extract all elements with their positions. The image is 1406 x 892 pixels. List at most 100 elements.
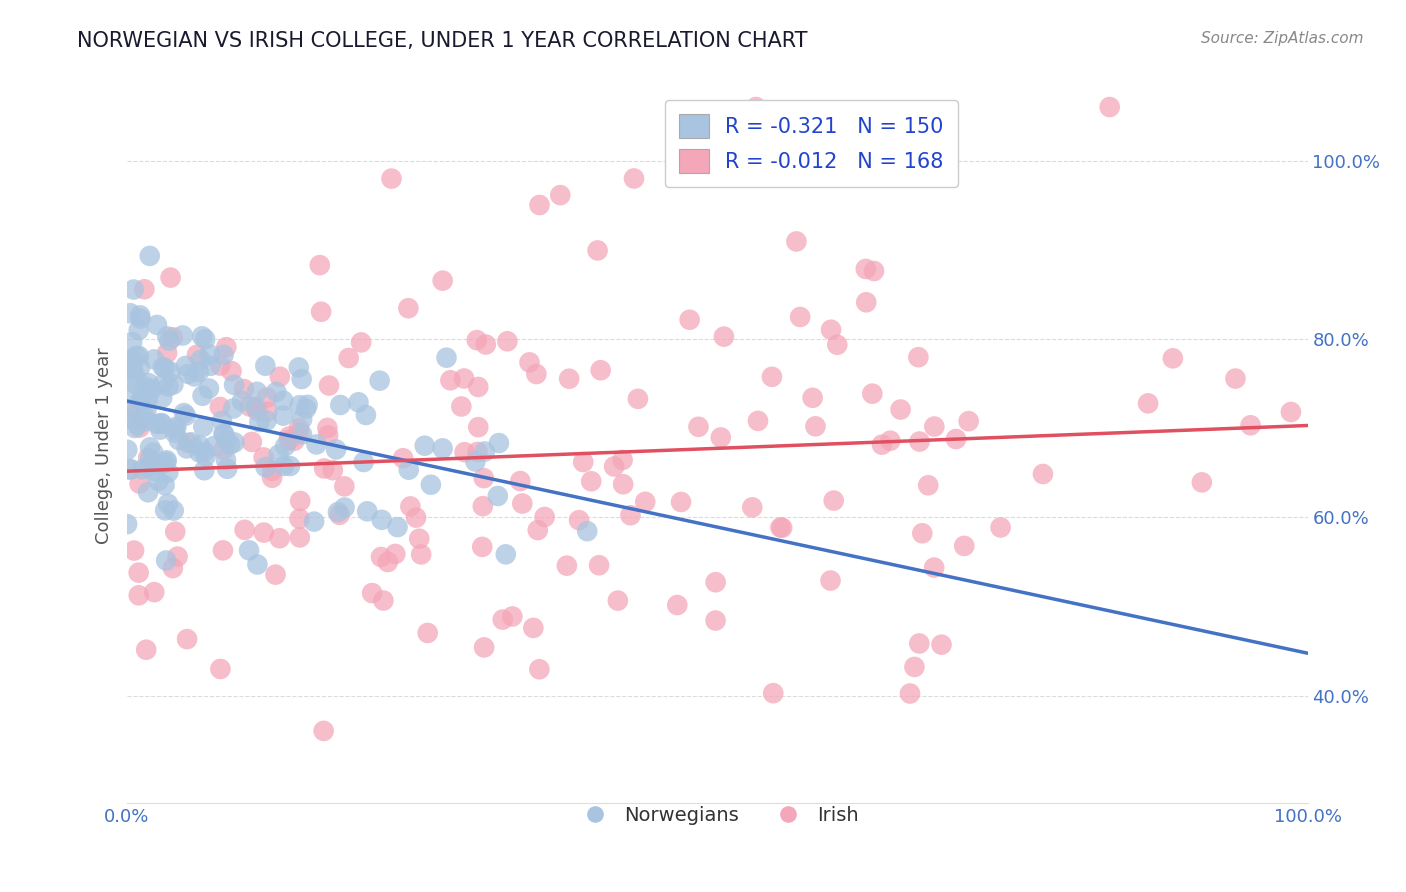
Point (1161, 351, 1184, 366)
Point (124, 368, 146, 382)
Point (202, 439, 225, 453)
Point (212, 426, 235, 441)
Point (125, 349, 148, 363)
Point (519, 355, 541, 369)
Point (353, 455, 375, 469)
Point (586, 244, 609, 258)
Point (129, 311, 152, 326)
Point (266, 384, 288, 399)
Point (957, 414, 980, 428)
Point (190, 352, 212, 367)
Point (256, 391, 278, 405)
Point (215, 453, 238, 467)
Point (254, 460, 277, 475)
Point (183, 369, 205, 384)
Point (254, 359, 277, 373)
Point (198, 348, 221, 362)
Point (121, 352, 143, 367)
Point (117, 442, 139, 457)
Point (669, 495, 692, 509)
Point (464, 454, 486, 468)
Point (135, 642, 157, 657)
Point (245, 401, 267, 415)
Point (122, 362, 145, 376)
Point (931, 638, 953, 652)
Point (411, 548, 433, 562)
Point (312, 723, 335, 738)
Point (153, 361, 176, 376)
Point (172, 328, 194, 343)
Y-axis label: College, Under 1 year: College, Under 1 year (94, 348, 112, 544)
Point (789, 310, 811, 324)
Point (576, 524, 599, 538)
Point (898, 687, 921, 701)
Point (908, 636, 931, 650)
Point (769, 520, 792, 534)
Point (200, 359, 222, 373)
Point (193, 444, 215, 458)
Point (588, 558, 610, 573)
Point (156, 453, 179, 467)
Point (146, 417, 169, 431)
Point (879, 434, 901, 448)
Point (256, 405, 278, 419)
Point (136, 450, 159, 465)
Point (277, 434, 299, 448)
Point (135, 403, 157, 417)
Point (122, 401, 145, 416)
Point (1225, 371, 1247, 385)
Point (870, 437, 893, 451)
Point (194, 332, 217, 346)
Point (745, 100, 768, 114)
Point (291, 372, 314, 386)
Point (152, 376, 174, 391)
Point (399, 500, 422, 514)
Point (155, 553, 177, 567)
Point (150, 417, 173, 431)
Point (193, 419, 215, 434)
Point (314, 461, 336, 475)
Point (157, 466, 180, 480)
Point (384, 547, 406, 561)
Point (903, 660, 925, 674)
Point (152, 457, 174, 471)
Point (475, 337, 498, 351)
Point (302, 515, 325, 529)
Point (247, 415, 270, 429)
Point (142, 445, 165, 459)
Point (246, 558, 269, 572)
Point (529, 198, 551, 212)
Point (354, 408, 377, 422)
Point (747, 414, 769, 428)
Point (526, 523, 548, 537)
Point (291, 427, 314, 442)
Point (233, 523, 256, 537)
Point (392, 451, 415, 466)
Point (231, 394, 253, 409)
Point (572, 455, 595, 469)
Point (416, 626, 439, 640)
Point (131, 391, 153, 405)
Point (273, 393, 295, 408)
Point (208, 400, 231, 414)
Point (472, 471, 495, 485)
Point (238, 543, 260, 558)
Point (333, 479, 356, 493)
Point (827, 338, 849, 352)
Point (945, 432, 967, 446)
Point (288, 530, 311, 544)
Point (555, 558, 578, 573)
Point (801, 391, 824, 405)
Point (139, 440, 162, 454)
Point (741, 500, 763, 515)
Point (1098, 100, 1121, 114)
Point (1032, 467, 1054, 481)
Point (262, 471, 284, 485)
Point (953, 539, 976, 553)
Point (603, 459, 626, 474)
Point (522, 621, 544, 635)
Point (222, 377, 245, 392)
Point (612, 477, 634, 491)
Point (907, 350, 929, 364)
Point (221, 364, 243, 378)
